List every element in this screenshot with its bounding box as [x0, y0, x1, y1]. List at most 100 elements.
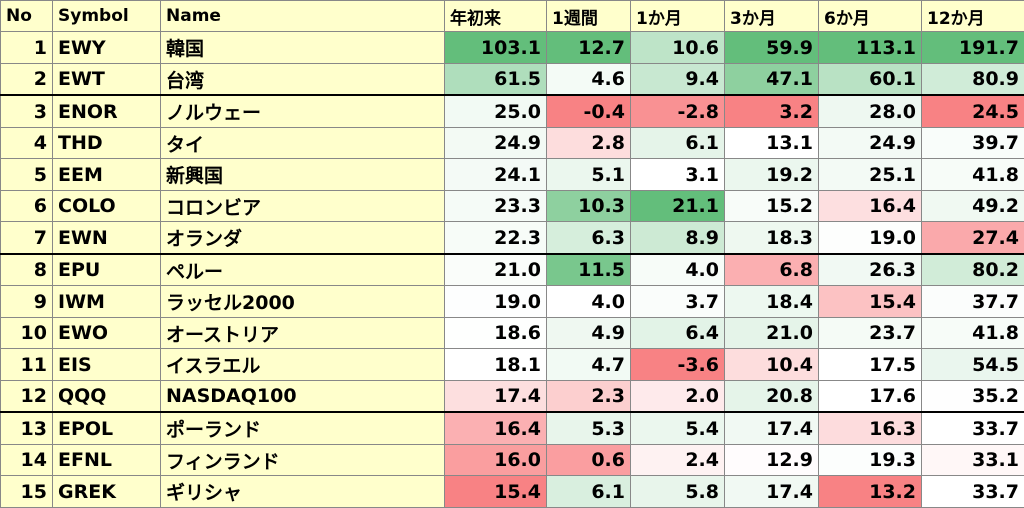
return-cell: 17.4: [724, 411, 819, 445]
return-cell: 6.1: [546, 475, 631, 508]
return-cell: 5.3: [546, 411, 631, 445]
return-cell: 15.4: [818, 285, 922, 318]
header-cell: No: [0, 0, 53, 33]
return-cell: 9.4: [630, 62, 725, 97]
name: イスラエル: [160, 348, 445, 381]
return-cell: 2.4: [630, 443, 725, 477]
return-cell: 18.3: [724, 221, 819, 255]
return-cell: 22.3: [444, 221, 547, 255]
symbol: ENOR: [52, 94, 161, 128]
row: 11 EIS イスラエル 18.1 4.7 -3.6 10.4 17.5 54.5: [0, 348, 1024, 381]
row: 1 EWY 韓国 103.1 12.7 10.6 59.9 113.1 191.7: [0, 31, 1024, 64]
name: コロンビア: [160, 189, 445, 223]
return-cell: -3.6: [630, 348, 725, 381]
header-cell: Name: [160, 0, 445, 33]
return-cell: 2.8: [546, 126, 631, 160]
return-cell: 18.4: [724, 285, 819, 318]
row-number: 15: [0, 475, 53, 508]
return-cell: 27.4: [921, 221, 1024, 255]
return-cell: 8.9: [630, 221, 725, 255]
return-cell: 15.4: [444, 475, 547, 508]
return-cell: 4.9: [546, 316, 631, 350]
symbol: EWN: [52, 221, 161, 255]
return-cell: 19.2: [724, 158, 819, 191]
row: 5 EEM 新興国 24.1 5.1 3.1 19.2 25.1 41.8: [0, 158, 1024, 191]
return-cell: 19.3: [818, 443, 922, 477]
row: 8 EPU ペルー 21.0 11.5 4.0 6.8 26.3 80.2: [0, 253, 1024, 287]
name: 韓国: [160, 31, 445, 64]
row: 6 COLO コロンビア 23.3 10.3 21.1 15.2 16.4 49.2: [0, 189, 1024, 223]
return-cell: 10.6: [630, 31, 725, 64]
header-row: No Symbol Name 年初来 1週間 1か月 3か月 6か月 12か月: [0, 0, 1024, 33]
return-cell: 191.7: [921, 31, 1024, 64]
name: オーストリア: [160, 316, 445, 350]
return-cell: 26.3: [818, 253, 922, 287]
return-cell: 19.0: [818, 221, 922, 255]
row: 12 QQQ NASDAQ100 17.4 2.3 2.0 20.8 17.6 35.2: [0, 379, 1024, 414]
row-number: 6: [0, 189, 53, 223]
return-cell: 33.1: [921, 443, 1024, 477]
return-cell: 4.7: [546, 348, 631, 381]
return-cell: 49.2: [921, 189, 1024, 223]
header-cell: 年初来: [444, 0, 547, 33]
row-number: 9: [0, 285, 53, 318]
return-cell: 17.4: [724, 475, 819, 508]
return-cell: 18.1: [444, 348, 547, 381]
return-cell: 23.7: [818, 316, 922, 350]
return-cell: 13.2: [818, 475, 922, 508]
name: ポーランド: [160, 411, 445, 445]
return-cell: 2.3: [546, 379, 631, 414]
row-number: 12: [0, 379, 53, 414]
return-cell: 3.7: [630, 285, 725, 318]
return-cell: 6.8: [724, 253, 819, 287]
row-number: 5: [0, 158, 53, 191]
return-cell: 59.9: [724, 31, 819, 64]
header-cell: 6か月: [818, 0, 922, 33]
return-cell: 12.9: [724, 443, 819, 477]
return-cell: 10.3: [546, 189, 631, 223]
return-cell: 4.0: [630, 253, 725, 287]
row-number: 7: [0, 221, 53, 255]
header-cell: Symbol: [52, 0, 161, 33]
row: 7 EWN オランダ 22.3 6.3 8.9 18.3 19.0 27.4: [0, 221, 1024, 255]
return-cell: 17.5: [818, 348, 922, 381]
row: 9 IWM ラッセル2000 19.0 4.0 3.7 18.4 15.4 37.7: [0, 285, 1024, 318]
return-cell: 25.0: [444, 94, 547, 128]
row-number: 13: [0, 411, 53, 445]
return-cell: 0.6: [546, 443, 631, 477]
return-cell: 13.1: [724, 126, 819, 160]
return-cell: 21.1: [630, 189, 725, 223]
row: 4 THD タイ 24.9 2.8 6.1 13.1 24.9 39.7: [0, 126, 1024, 160]
return-cell: 19.0: [444, 285, 547, 318]
return-cell: 24.1: [444, 158, 547, 191]
return-cell: 10.4: [724, 348, 819, 381]
return-cell: 54.5: [921, 348, 1024, 381]
return-cell: 18.6: [444, 316, 547, 350]
return-cell: 80.2: [921, 253, 1024, 287]
return-cell: 113.1: [818, 31, 922, 64]
row-number: 1: [0, 31, 53, 64]
return-cell: 6.1: [630, 126, 725, 160]
row: 14 EFNL フィンランド 16.0 0.6 2.4 12.9 19.3 33.1: [0, 443, 1024, 477]
return-cell: 21.0: [444, 253, 547, 287]
return-cell: 16.3: [818, 411, 922, 445]
return-cell: 28.0: [818, 94, 922, 128]
return-cell: 33.7: [921, 411, 1024, 445]
row: 15 GREK ギリシャ 15.4 6.1 5.8 17.4 13.2 33.7: [0, 475, 1024, 508]
return-cell: 25.1: [818, 158, 922, 191]
symbol: QQQ: [52, 379, 161, 414]
name: ノルウェー: [160, 94, 445, 128]
return-cell: 24.5: [921, 94, 1024, 128]
name: NASDAQ100: [160, 379, 445, 414]
row: 3 ENOR ノルウェー 25.0 -0.4 -2.8 3.2 28.0 24.5: [0, 94, 1024, 128]
row-number: 14: [0, 443, 53, 477]
header-cell: 1か月: [630, 0, 725, 33]
name: ギリシャ: [160, 475, 445, 508]
return-cell: 41.8: [921, 158, 1024, 191]
return-cell: 2.0: [630, 379, 725, 414]
return-cell: 6.4: [630, 316, 725, 350]
header-cell: 1週間: [546, 0, 631, 33]
return-cell: 24.9: [444, 126, 547, 160]
return-cell: 16.4: [444, 411, 547, 445]
